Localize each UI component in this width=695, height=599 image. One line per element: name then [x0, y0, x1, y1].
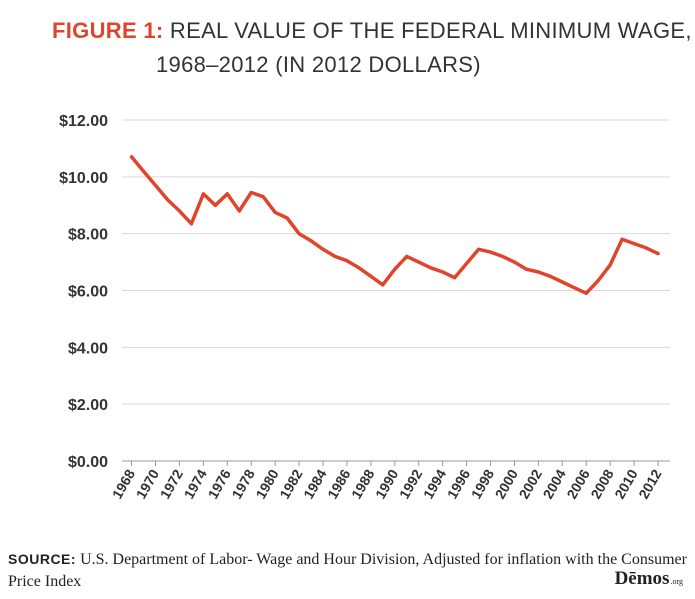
- x-tick-label: 1986: [324, 466, 354, 501]
- y-tick-label: $8.00: [68, 227, 108, 244]
- x-tick-label: 1974: [181, 466, 211, 501]
- x-tick-label: 2002: [516, 466, 546, 501]
- x-tick-label: 1984: [300, 466, 330, 501]
- y-tick-label: $4.00: [68, 340, 108, 357]
- x-tick-label: 1978: [228, 466, 258, 501]
- data-point: [153, 183, 158, 187]
- data-point: [441, 270, 445, 274]
- x-tick-label: 1988: [348, 466, 378, 501]
- data-point: [381, 283, 385, 287]
- source-note: SOURCE: U.S. Department of Labor- Wage a…: [8, 548, 688, 593]
- data-point: [129, 155, 134, 159]
- x-axis-labels: 1968197019721974197619781980198219841986…: [109, 466, 665, 501]
- data-point: [225, 192, 229, 196]
- data-point: [560, 280, 564, 284]
- figure-label: FIGURE 1:: [52, 18, 164, 43]
- data-point: [620, 237, 624, 241]
- y-tick-label: $2.00: [68, 397, 108, 414]
- x-tick-label: 2012: [635, 466, 665, 501]
- series-layer: [129, 155, 660, 296]
- x-tick-label: 1992: [396, 466, 426, 501]
- logo-suffix: .org: [670, 577, 683, 586]
- data-point: [321, 247, 325, 251]
- x-tick-label: 1970: [133, 466, 163, 501]
- data-point: [213, 203, 217, 207]
- data-point: [405, 254, 409, 258]
- data-point: [500, 254, 505, 258]
- data-point: [596, 278, 600, 283]
- y-axis-labels: $0.00 $2.00 $4.00 $6.00 $8.00 $10.00 $12.00: [59, 113, 108, 471]
- data-point: [357, 266, 361, 270]
- x-tick-label: 1976: [204, 466, 234, 501]
- data-point: [345, 259, 349, 263]
- x-tick-label: 1996: [444, 466, 474, 501]
- demos-logo: Dēmos.org: [615, 568, 683, 590]
- data-point: [536, 270, 540, 274]
- chart-title: FIGURE 1: REAL VALUE OF THE FEDERAL MINI…: [52, 18, 692, 44]
- x-tick-label: 2000: [492, 466, 522, 501]
- chart-subtitle: 1968–2012 (IN 2012 DOLLARS): [156, 52, 481, 77]
- data-point: [141, 169, 146, 173]
- data-point: [488, 250, 493, 254]
- data-point: [524, 267, 529, 271]
- data-point: [249, 190, 253, 195]
- x-tick-label: 1980: [252, 466, 282, 501]
- data-point: [429, 266, 433, 270]
- x-tick-label: 1990: [372, 466, 402, 501]
- x-tick-label: 1994: [420, 466, 450, 501]
- data-point: [656, 251, 660, 256]
- y-tick-label: $6.00: [68, 284, 108, 301]
- x-tick-label: 2004: [539, 466, 569, 501]
- data-point: [632, 242, 636, 246]
- data-point: [165, 197, 170, 202]
- y-tick-label: $12.00: [59, 113, 108, 130]
- series-line: [129, 155, 660, 296]
- data-point: [237, 209, 241, 213]
- data-point: [512, 260, 517, 264]
- x-tick-label: 2006: [563, 466, 593, 501]
- logo-text: Dēmos: [614, 568, 670, 589]
- data-point: [453, 276, 457, 280]
- y-tick-label: $0.00: [68, 454, 108, 471]
- x-tick-label: 1998: [468, 466, 498, 501]
- data-point: [369, 274, 373, 278]
- data-point: [309, 239, 313, 243]
- data-point: [548, 274, 552, 278]
- data-point: [177, 209, 182, 213]
- x-tick-label: 1982: [276, 466, 306, 501]
- data-point: [333, 254, 337, 258]
- data-point: [644, 246, 648, 250]
- x-tick-label: 1972: [157, 466, 187, 501]
- data-point: [393, 267, 397, 271]
- data-point: [297, 232, 301, 236]
- x-tick-label: 2008: [587, 466, 617, 501]
- source-label: SOURCE:: [8, 551, 77, 567]
- data-point: [261, 195, 265, 199]
- x-tick-label: 1968: [109, 466, 139, 501]
- data-point: [273, 210, 277, 214]
- x-tick-label: 2010: [611, 466, 641, 501]
- data-point: [572, 286, 576, 290]
- title-main: REAL VALUE OF THE FEDERAL MINIMUM WAGE,: [169, 18, 692, 43]
- data-point: [189, 222, 193, 226]
- data-point: [417, 260, 421, 264]
- data-point: [285, 216, 289, 220]
- y-tick-label: $10.00: [59, 170, 108, 187]
- source-text: U.S. Department of Labor- Wage and Hour …: [8, 551, 687, 590]
- data-point: [608, 263, 612, 267]
- data-point: [201, 192, 205, 196]
- data-point: [476, 247, 481, 251]
- data-point: [464, 261, 469, 266]
- line-chart: $0.00 $2.00 $4.00 $6.00 $8.00 $10.00 $12.00 19…: [59, 113, 670, 501]
- data-point: [584, 291, 588, 295]
